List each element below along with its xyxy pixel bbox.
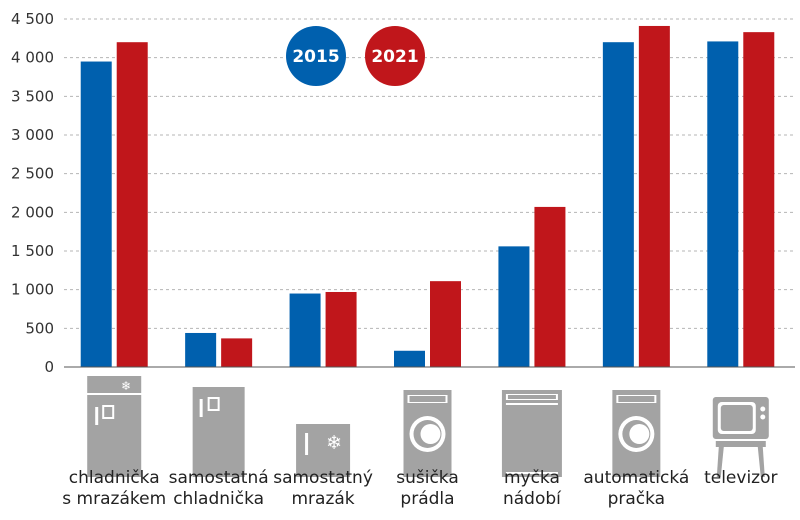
bars bbox=[80, 25, 775, 368]
y-tick-label: 4 500 bbox=[11, 10, 54, 28]
x-category-label: samostatná chladnička bbox=[169, 468, 269, 509]
bar-2021-6 bbox=[743, 32, 775, 367]
washing-machine-icon bbox=[612, 390, 661, 477]
y-tick-label: 500 bbox=[25, 319, 54, 337]
dishwasher-icon bbox=[501, 390, 562, 477]
bar-2021-0 bbox=[116, 42, 148, 367]
bar-2021-4 bbox=[534, 206, 566, 367]
bar-2015-2 bbox=[289, 293, 321, 367]
y-tick-label: 3 000 bbox=[11, 126, 54, 144]
legend-swatch bbox=[365, 26, 425, 86]
bar-2021-5 bbox=[638, 25, 670, 368]
bar-2021-1 bbox=[221, 338, 253, 367]
y-tick-label: 2 500 bbox=[11, 165, 54, 183]
y-tick-label: 0 bbox=[44, 358, 54, 376]
y-tick-label: 1 500 bbox=[11, 242, 54, 260]
legend-swatch bbox=[286, 26, 346, 86]
bar-2015-1 bbox=[185, 332, 217, 367]
x-category-label: sušička prádla bbox=[396, 468, 459, 509]
y-axis-ticks: 0 500 1 000 1 500 2 000 2 500 3 000 3 500 4 000 4… bbox=[11, 10, 54, 376]
x-category-label: televizor bbox=[704, 468, 777, 488]
bar-2021-3 bbox=[430, 281, 461, 367]
bar-2015-6 bbox=[707, 41, 739, 367]
y-tick-label: 1 000 bbox=[11, 281, 54, 299]
fridge-icon bbox=[192, 387, 245, 477]
legend-item-2021: 2021 bbox=[365, 26, 425, 86]
freezer-icon: ❄ bbox=[296, 424, 351, 477]
bar-2015-0 bbox=[80, 61, 112, 368]
grid-lines bbox=[64, 18, 795, 329]
svg-text:❄: ❄ bbox=[326, 432, 342, 454]
bar-2015-5 bbox=[602, 42, 634, 367]
x-category-label: myčka nádobí bbox=[503, 468, 562, 509]
y-tick-label: 4 000 bbox=[11, 49, 54, 67]
bar-2015-3 bbox=[394, 350, 425, 367]
y-tick-label: 3 500 bbox=[11, 87, 54, 105]
x-category-label: chladnička s mrazákem bbox=[62, 468, 166, 509]
bar-2015-4 bbox=[498, 246, 530, 367]
legend: 2015 2021 bbox=[286, 26, 425, 86]
category-icons: ❄❄ bbox=[87, 376, 769, 477]
x-category-label: samostatný mrazák bbox=[273, 468, 373, 509]
dryer-icon bbox=[403, 390, 452, 477]
fridge-freezer-icon: ❄ bbox=[87, 376, 142, 477]
x-category-label: automatická pračka bbox=[583, 468, 689, 509]
television-icon bbox=[712, 397, 769, 477]
svg-text:❄: ❄ bbox=[121, 379, 131, 393]
legend-item-2015: 2015 bbox=[286, 26, 346, 86]
legend-label: 2015 bbox=[292, 47, 339, 67]
legend-label: 2021 bbox=[371, 47, 418, 67]
y-tick-label: 2 000 bbox=[11, 203, 54, 221]
bar-2021-2 bbox=[325, 291, 357, 367]
